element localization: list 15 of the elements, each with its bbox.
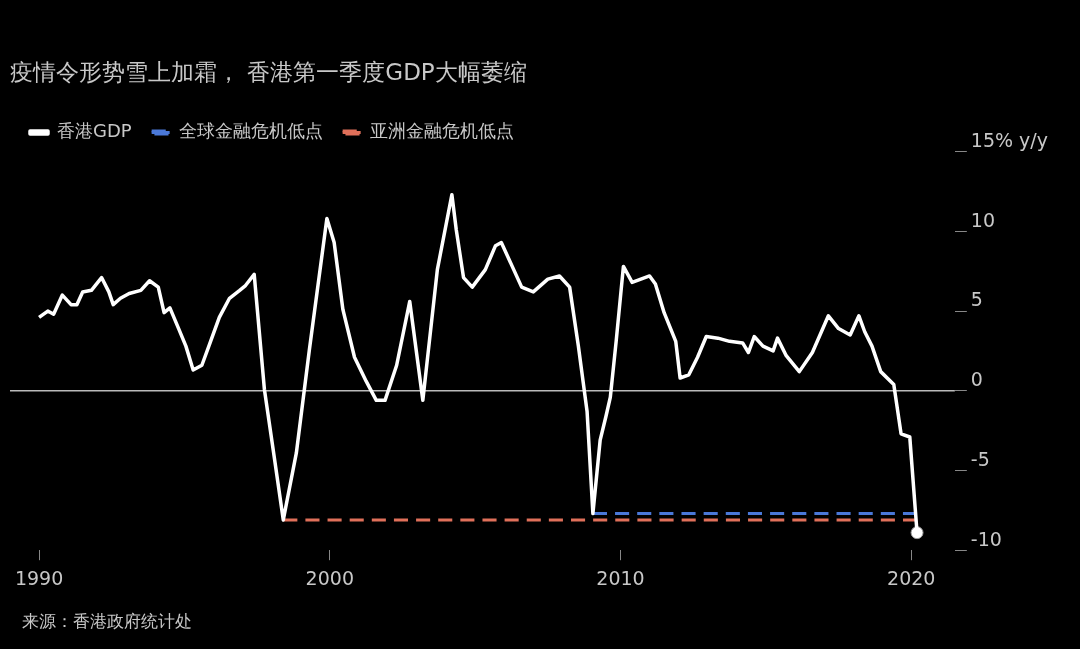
x-tick-label: 1990 [14,566,64,589]
y-tick-label: 15% y/y [970,129,1049,152]
x-tick-label: 2020 [887,566,936,589]
y-tick-label: 0 [970,368,983,391]
chart-title: 疫情令形势雪上加霜， 香港第一季度GDP大幅萎缩 [10,58,527,85]
x-tick-label: 2000 [305,566,354,589]
x-tick-label: 2010 [596,566,645,589]
legend-label: 亚洲金融危机低点 [369,120,514,142]
y-tick-label: -10 [970,527,1002,550]
source-note: 来源：香港政府统计处 [22,611,192,631]
y-tick-label: 10 [970,208,996,231]
legend-label: 香港GDP [57,120,132,142]
y-tick-label: 5 [970,288,983,311]
legend-label: 全球金融危机低点 [178,120,323,142]
y-tick-label: -5 [970,447,990,470]
